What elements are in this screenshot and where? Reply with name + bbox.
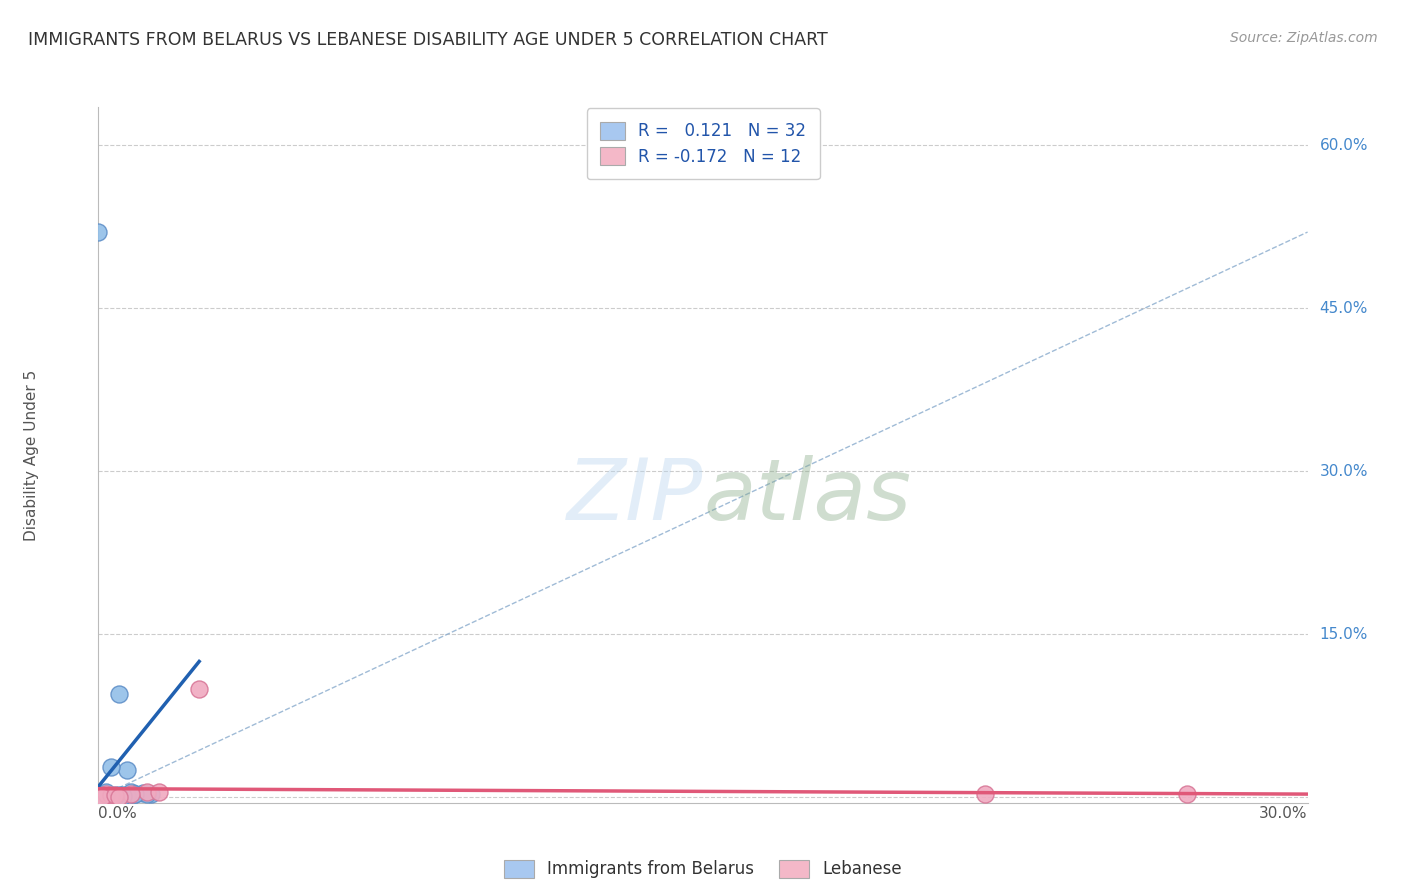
Point: [103, 789, 125, 804]
Text: 30.0%: 30.0%: [1320, 464, 1368, 479]
Point: [100, 788, 122, 802]
Text: 15.0%: 15.0%: [1320, 627, 1368, 642]
Point: [96, 789, 118, 804]
Point: [120, 787, 142, 801]
Point: [91, 789, 114, 804]
Point: [103, 789, 125, 804]
Point: [87, 789, 110, 804]
Point: [87, 790, 110, 805]
Point: [135, 785, 157, 799]
Text: IMMIGRANTS FROM BELARUS VS LEBANESE DISABILITY AGE UNDER 5 CORRELATION CHART: IMMIGRANTS FROM BELARUS VS LEBANESE DISA…: [28, 31, 828, 49]
Legend: Immigrants from Belarus, Lebanese: Immigrants from Belarus, Lebanese: [498, 853, 908, 885]
Point: [107, 790, 129, 805]
Point: [107, 687, 129, 701]
Point: [100, 789, 122, 804]
Point: [139, 787, 162, 801]
Point: [96, 789, 118, 804]
Point: [135, 787, 157, 801]
Point: [111, 789, 134, 804]
Point: [87, 790, 110, 805]
Point: [115, 789, 138, 804]
Point: [103, 788, 125, 802]
Point: [188, 681, 211, 696]
Point: [974, 787, 997, 801]
Point: [96, 785, 118, 799]
Point: [100, 789, 122, 804]
Point: [87, 790, 110, 805]
Text: atlas: atlas: [703, 455, 911, 538]
Text: 60.0%: 60.0%: [1320, 137, 1368, 153]
Point: [107, 788, 129, 802]
Point: [91, 789, 114, 804]
Point: [100, 789, 122, 804]
Point: [91, 788, 114, 802]
Point: [111, 788, 134, 802]
Point: [91, 789, 114, 804]
Point: [124, 787, 146, 801]
Text: 45.0%: 45.0%: [1320, 301, 1368, 316]
Point: [103, 788, 125, 802]
Point: [91, 789, 114, 804]
Point: [100, 760, 122, 774]
Text: Source: ZipAtlas.com: Source: ZipAtlas.com: [1230, 31, 1378, 45]
Text: 30.0%: 30.0%: [1260, 806, 1308, 821]
Point: [124, 787, 146, 801]
Point: [132, 786, 155, 800]
Point: [1175, 787, 1198, 801]
Text: ZIP: ZIP: [567, 455, 703, 538]
Point: [96, 787, 118, 801]
Point: [115, 763, 138, 777]
Point: [91, 790, 114, 805]
Point: [148, 785, 170, 799]
Text: 0.0%: 0.0%: [98, 806, 138, 821]
Point: [120, 785, 142, 799]
Point: [107, 789, 129, 804]
Text: Disability Age Under 5: Disability Age Under 5: [24, 369, 39, 541]
Point: [87, 225, 110, 239]
